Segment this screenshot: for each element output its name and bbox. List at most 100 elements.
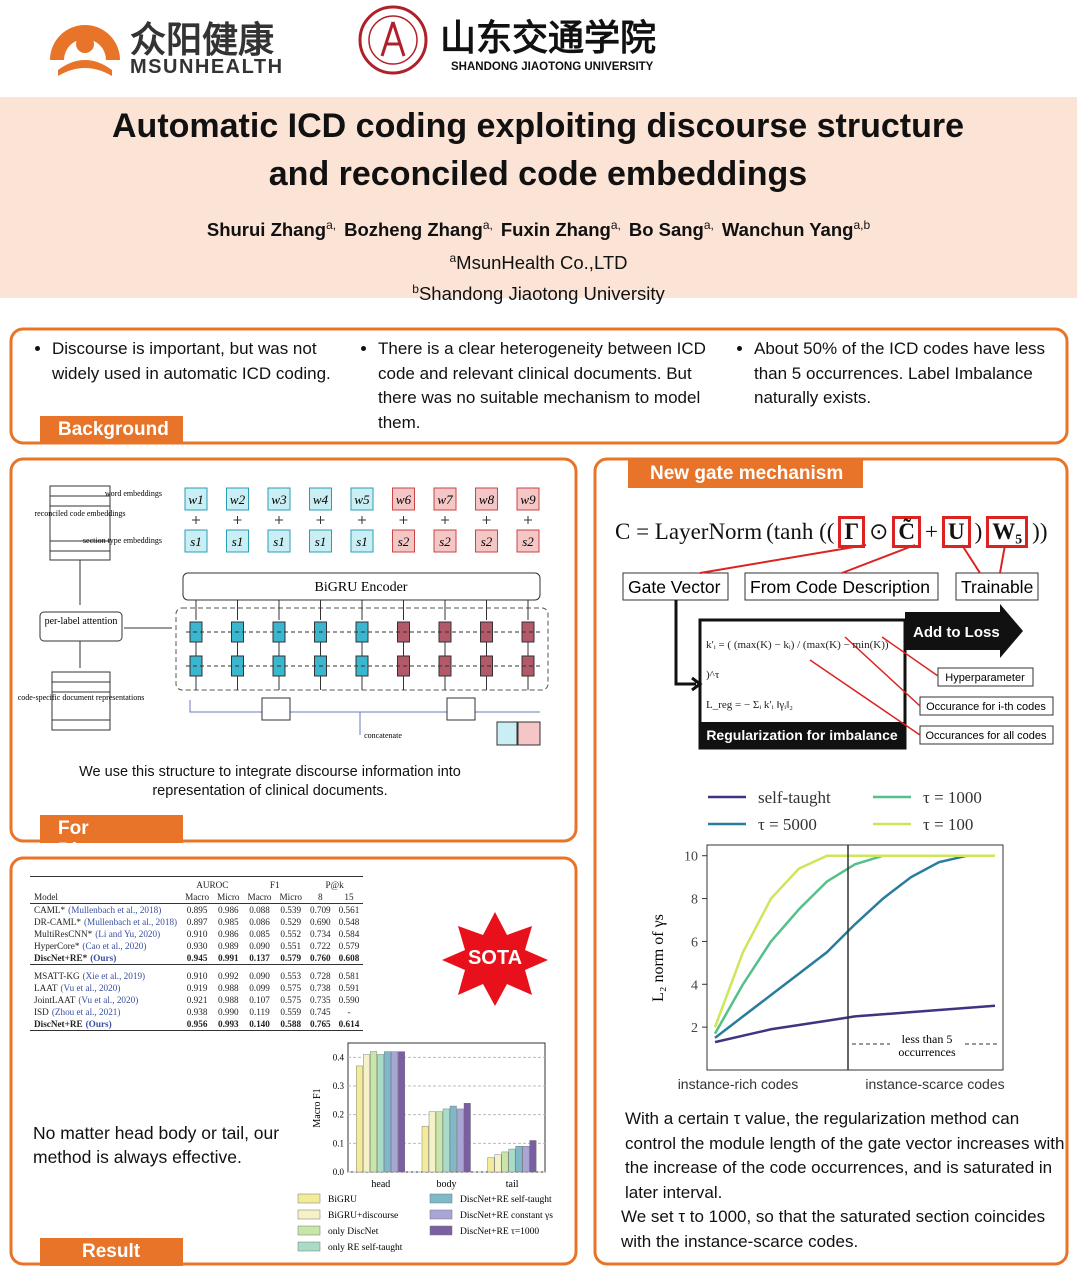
word-cell xyxy=(309,487,332,511)
word-label: w5 xyxy=(354,492,370,507)
group-header: F1 xyxy=(269,880,280,890)
table-cell: 0.910 xyxy=(186,929,208,939)
author-name: Wanchun Yang xyxy=(721,219,854,241)
table-cell: 0.548 xyxy=(338,917,360,927)
y-tick-label: 8 xyxy=(691,893,698,908)
reg-formula-line: L_reg = − Σᵢ k′ᵢ ‖γᵢ‖₂ xyxy=(706,699,794,711)
add-to-loss: Add to Loss xyxy=(913,624,1000,641)
authors: Shurui Zhanga, Bozheng Zhanga, Fuxin Zhang… xyxy=(0,218,1077,241)
plus xyxy=(482,516,491,524)
plus xyxy=(233,516,242,524)
header-row: AUROC F1 P@k xyxy=(30,877,363,892)
bar xyxy=(529,1140,537,1173)
discourse-figure: reconciled code embeddings word embeddin… xyxy=(18,485,549,746)
table-cell: 0.956 xyxy=(186,1019,208,1029)
table-cell: 0.539 xyxy=(280,905,302,915)
group-header: P@k xyxy=(325,880,344,890)
author: Bozheng Zhanga, xyxy=(344,218,493,240)
table-cell: 0.690 xyxy=(309,917,331,927)
gate-box-label: From Code Description xyxy=(750,577,930,597)
author-sup: a, xyxy=(703,218,714,232)
logo-cn: 众阳健康 xyxy=(130,19,274,60)
bar xyxy=(435,1111,443,1173)
title-band xyxy=(0,97,1077,298)
affiliation: aMsunHealth Co.,LTD xyxy=(0,245,1077,276)
author: Fuxin Zhanga, xyxy=(501,218,621,240)
table-cell: 0.989 xyxy=(217,941,239,951)
y-tick-label: 0.4 xyxy=(333,1052,345,1062)
word-label: w9 xyxy=(520,492,536,507)
section-cell xyxy=(267,529,291,553)
bar xyxy=(384,1051,392,1173)
author-name: Shurui Zhang xyxy=(206,219,327,241)
author-sup: a, xyxy=(482,218,493,232)
model-cite: (Mullenbach et al., 2018) xyxy=(83,917,178,927)
model-cite: (Ours) xyxy=(85,1019,112,1029)
section-tab: Result xyxy=(40,1238,183,1266)
model-name: MultiResCNN* xyxy=(34,929,93,939)
word-label: w6 xyxy=(396,492,412,507)
section-cell xyxy=(309,529,332,553)
gate-formula: C = LayerNorm (tanh ((Γ ⊙ C̃ + U) W₅)) xyxy=(615,510,1048,554)
table-cell: 0.099 xyxy=(249,983,270,993)
model-cell: DiscNet+RE (Ours) xyxy=(30,1018,181,1031)
background-bullets: Discourse is important, but was not wide… xyxy=(40,337,1060,432)
model-name: JointLAAT xyxy=(34,995,76,1005)
y-tick-label: 0.0 xyxy=(333,1167,345,1177)
legend-label: only DiscNet xyxy=(328,1227,379,1237)
reg-formula-line: k′ᵢ = ( (max(K) − kᵢ) / (max(K) − min(K)… xyxy=(706,639,889,681)
legend-swatch xyxy=(297,1241,321,1252)
table-cell: 0.090 xyxy=(249,971,270,981)
sota-label: SOTA xyxy=(468,947,522,969)
section-cell xyxy=(392,529,415,553)
section-tab: Background xyxy=(40,416,183,444)
formula-term-boxed: Γ xyxy=(838,516,866,548)
word-cell xyxy=(433,487,457,511)
table-cell: 0.584 xyxy=(338,929,360,939)
table-row: CAML* (Mullenbach et al., 2018) 0.895 0.986… xyxy=(30,904,363,917)
msun-logo xyxy=(50,25,120,76)
x-tick-label: tail xyxy=(506,1179,519,1190)
bar xyxy=(449,1105,457,1173)
bullet: Discourse is important, but was not wide… xyxy=(52,337,342,386)
y-axis-label: L₂ norm of γs xyxy=(650,914,667,1002)
table-cell: 0.529 xyxy=(280,917,302,927)
table-row: DiscNet+RE* (Ours) 0.945 0.991 0.137 0.579 0.7… xyxy=(30,952,364,965)
table-cell: 0.930 xyxy=(186,941,208,951)
table-cell: 0.919 xyxy=(186,983,208,993)
title-line: and reconciled code embeddings xyxy=(269,155,807,193)
author-sup: a,b xyxy=(853,218,871,232)
table-cell: 0.579 xyxy=(338,941,360,951)
author: Shurui Zhanga, xyxy=(206,218,336,241)
model-cell: JointLAAT (Vu et al., 2020) xyxy=(30,994,181,1006)
word-label: w4 xyxy=(313,492,329,507)
bullet-list: There is a clear heterogeneity between I… xyxy=(366,337,713,435)
table-cell: 0.140 xyxy=(249,1019,270,1029)
table-row: ISD (Zhou et al., 2021) 0.938 0.990 0.119 0.5… xyxy=(30,1006,363,1018)
table-cell: 0.745 xyxy=(309,1007,331,1017)
legend-swatch xyxy=(429,1193,453,1204)
bar xyxy=(391,1051,399,1173)
table-cell: 0.119 xyxy=(249,1007,270,1017)
table-cell: 0.910 xyxy=(186,971,208,981)
logo-en: MSUNHEALTH xyxy=(130,56,284,78)
table-cell: 0.086 xyxy=(249,917,270,927)
section-cell xyxy=(516,529,540,553)
model-cite: (Ours) xyxy=(90,953,117,963)
model-cell: LAAT (Vu et al., 2020) xyxy=(30,982,181,994)
plus xyxy=(275,516,283,524)
bar xyxy=(522,1145,530,1173)
section-cell xyxy=(433,529,457,553)
title-line: Automatic ICD coding exploiting discours… xyxy=(112,107,964,145)
table-cell: 0.992 xyxy=(217,971,239,981)
x-tick-label: head xyxy=(371,1179,390,1190)
table-cell: 0.993 xyxy=(217,1019,239,1029)
formula-term-boxed: U xyxy=(941,516,971,548)
gate-description: With a certain τ value, the regularizati… xyxy=(621,1107,1065,1254)
model-name: DiscNet+RE xyxy=(34,1019,83,1029)
plus xyxy=(192,516,200,524)
legend-label: DiscNet+RE self-taught xyxy=(460,1194,552,1205)
model-name: HyperCore* xyxy=(34,941,80,951)
gate-graphics xyxy=(622,544,1054,750)
